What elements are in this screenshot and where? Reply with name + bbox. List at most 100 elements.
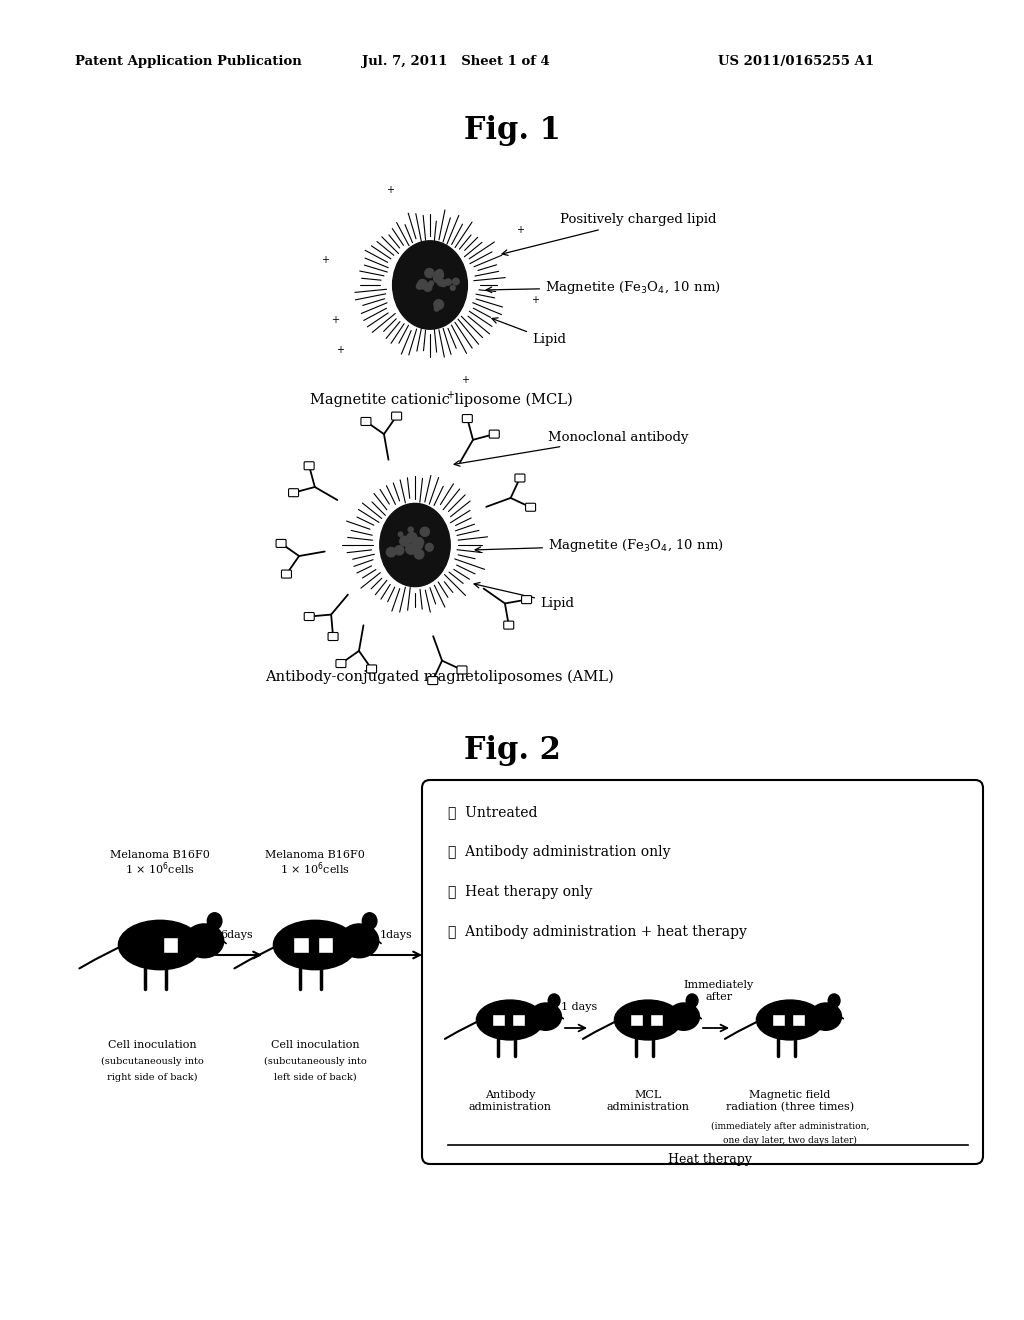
Circle shape <box>425 268 434 277</box>
Circle shape <box>433 275 442 282</box>
FancyBboxPatch shape <box>422 780 983 1164</box>
Text: Antibody
administration: Antibody administration <box>469 1090 552 1111</box>
Text: ④  Antibody administration + heat therapy: ④ Antibody administration + heat therapy <box>449 925 746 939</box>
Text: Lipid: Lipid <box>474 582 574 610</box>
Ellipse shape <box>810 1003 842 1031</box>
FancyBboxPatch shape <box>525 503 536 511</box>
FancyBboxPatch shape <box>367 665 377 673</box>
Circle shape <box>413 548 419 553</box>
Text: one day later, two days later): one day later, two days later) <box>723 1137 857 1146</box>
Text: ③  Heat therapy only: ③ Heat therapy only <box>449 884 592 899</box>
Bar <box>493 1014 505 1027</box>
Text: (subcutaneously into: (subcutaneously into <box>100 1057 204 1067</box>
Text: +: + <box>321 255 329 265</box>
Ellipse shape <box>548 994 560 1007</box>
Circle shape <box>429 281 433 285</box>
Text: Immediately
after: Immediately after <box>684 981 754 1002</box>
Ellipse shape <box>273 920 356 970</box>
Text: 1days: 1days <box>380 931 413 940</box>
Circle shape <box>435 302 440 308</box>
Text: +: + <box>516 224 524 235</box>
FancyBboxPatch shape <box>515 474 525 482</box>
Circle shape <box>421 284 425 288</box>
Text: (subcutaneously into: (subcutaneously into <box>263 1057 367 1067</box>
Circle shape <box>389 548 394 553</box>
Circle shape <box>408 532 417 543</box>
Text: Magnetite cationic liposome (MCL): Magnetite cationic liposome (MCL) <box>310 393 572 407</box>
Circle shape <box>398 532 402 536</box>
Ellipse shape <box>530 1003 561 1031</box>
Circle shape <box>453 279 459 285</box>
Text: MCL
administration: MCL administration <box>606 1090 689 1111</box>
Text: US 2011/0165255 A1: US 2011/0165255 A1 <box>718 55 874 69</box>
Text: Positively charged lipid: Positively charged lipid <box>502 214 717 255</box>
FancyBboxPatch shape <box>521 595 531 603</box>
Text: ②  Antibody administration only: ② Antibody administration only <box>449 845 671 859</box>
Circle shape <box>386 548 396 557</box>
Text: 6days: 6days <box>220 931 253 940</box>
FancyBboxPatch shape <box>304 462 314 470</box>
FancyBboxPatch shape <box>457 665 467 675</box>
Text: Heat therapy: Heat therapy <box>668 1152 752 1166</box>
Text: Monoclonal antibody: Monoclonal antibody <box>454 430 688 466</box>
Circle shape <box>416 543 423 549</box>
Text: $\leftarrow$ 5~7mm: $\leftarrow$ 5~7mm <box>623 1011 675 1022</box>
Circle shape <box>440 280 446 286</box>
Text: 1 × 10$^6$cells: 1 × 10$^6$cells <box>280 861 350 876</box>
Text: Magnetic field
radiation (three times): Magnetic field radiation (three times) <box>726 1090 854 1111</box>
Text: left side of back): left side of back) <box>273 1073 356 1082</box>
Circle shape <box>409 527 414 532</box>
Text: +: + <box>386 185 394 195</box>
Text: Lipid: Lipid <box>492 318 566 346</box>
Ellipse shape <box>476 1001 544 1040</box>
Circle shape <box>412 541 417 546</box>
Text: Antibody-conjugated magnetoliposomes (AML): Antibody-conjugated magnetoliposomes (AM… <box>265 669 613 684</box>
Text: +: + <box>461 375 469 385</box>
Circle shape <box>434 271 443 280</box>
Ellipse shape <box>119 920 202 970</box>
FancyBboxPatch shape <box>489 430 500 438</box>
Bar <box>793 1014 805 1027</box>
Circle shape <box>394 545 403 554</box>
Text: Fig. 1: Fig. 1 <box>464 115 560 145</box>
FancyBboxPatch shape <box>282 570 292 578</box>
Text: Cell inoculation: Cell inoculation <box>108 1040 197 1049</box>
Circle shape <box>417 284 422 289</box>
Circle shape <box>436 269 442 276</box>
Ellipse shape <box>614 1001 682 1040</box>
Text: +: + <box>336 345 344 355</box>
FancyBboxPatch shape <box>289 488 299 496</box>
Text: +: + <box>531 294 539 305</box>
Circle shape <box>406 535 415 543</box>
FancyBboxPatch shape <box>360 417 371 425</box>
Circle shape <box>414 544 419 548</box>
Ellipse shape <box>686 994 698 1007</box>
Circle shape <box>407 545 416 554</box>
Bar <box>650 1014 663 1027</box>
FancyBboxPatch shape <box>428 677 437 685</box>
Text: Jul. 7, 2011   Sheet 1 of 4: Jul. 7, 2011 Sheet 1 of 4 <box>362 55 550 69</box>
Ellipse shape <box>207 912 222 929</box>
Text: 1 days: 1 days <box>561 1002 597 1012</box>
Ellipse shape <box>828 994 840 1007</box>
Ellipse shape <box>340 924 379 958</box>
Circle shape <box>451 285 456 290</box>
Bar <box>512 1014 524 1027</box>
Ellipse shape <box>392 240 467 329</box>
Ellipse shape <box>757 1001 823 1040</box>
Circle shape <box>425 544 433 552</box>
Circle shape <box>427 284 432 288</box>
Text: Melanoma B16F0: Melanoma B16F0 <box>110 850 210 861</box>
Circle shape <box>406 545 415 554</box>
Bar <box>317 937 333 953</box>
FancyBboxPatch shape <box>391 412 401 420</box>
FancyBboxPatch shape <box>304 612 314 620</box>
FancyBboxPatch shape <box>328 632 338 640</box>
Ellipse shape <box>668 1003 699 1031</box>
Circle shape <box>437 279 444 286</box>
Ellipse shape <box>362 912 377 929</box>
Circle shape <box>420 527 429 536</box>
Ellipse shape <box>380 503 451 586</box>
Text: +: + <box>331 315 339 325</box>
Circle shape <box>414 537 424 548</box>
